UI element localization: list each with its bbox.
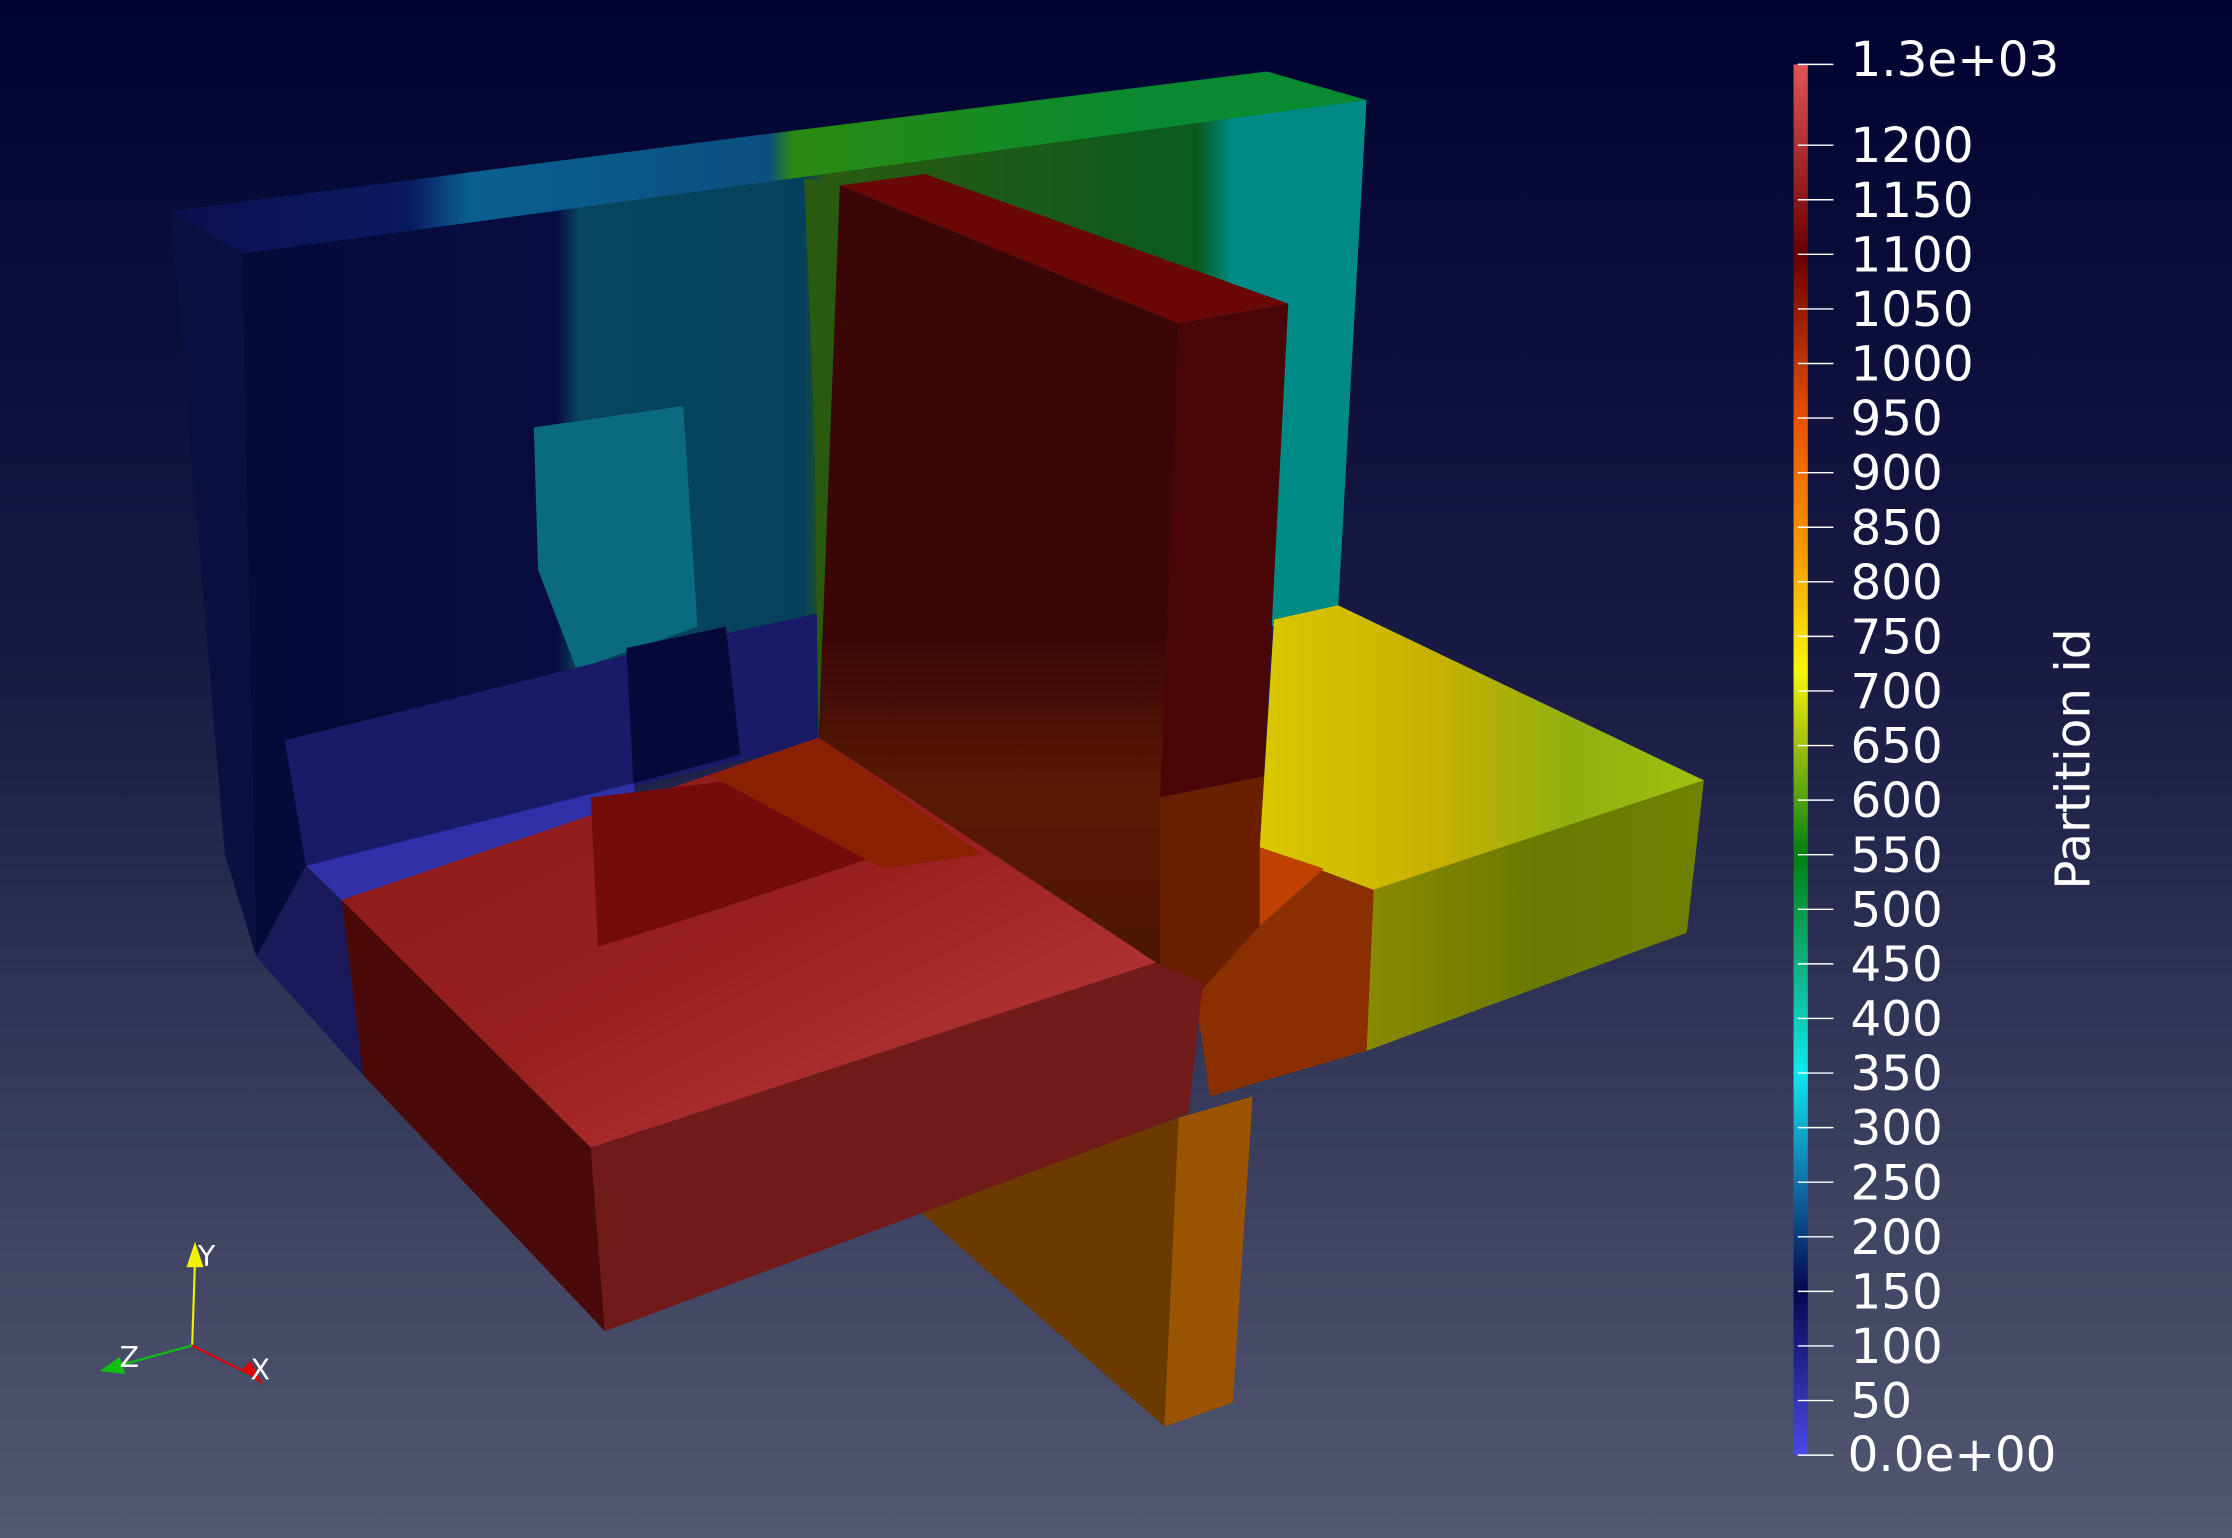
mesh-face <box>341 899 605 1332</box>
scalar-bar-min-label: 0.0e+00 <box>1848 1427 2057 1483</box>
scalar-bar-tick-label: 50 <box>1851 1374 1913 1430</box>
scalar-bar-max-label: 1.3e+03 <box>1851 32 2060 88</box>
mesh-face <box>818 185 1179 997</box>
mesh-face <box>170 211 257 957</box>
mesh-face <box>804 178 840 741</box>
y-arrow-icon <box>186 1241 204 1268</box>
mesh-face <box>256 865 363 1076</box>
mesh-face <box>1259 605 1704 890</box>
x-axis <box>191 1344 250 1375</box>
scalar-bar-tick-label: 550 <box>1851 828 1943 884</box>
scalar-bar-tick-label: 600 <box>1851 773 1943 829</box>
y-axis <box>191 1260 197 1346</box>
mesh-face <box>1164 1096 1253 1427</box>
mesh-face <box>170 71 1367 254</box>
x-arrow-icon <box>241 1361 264 1386</box>
scalar-bar-tick-label: 1150 <box>1851 173 1974 229</box>
z-axis-label: Z <box>120 1341 140 1374</box>
mesh-face <box>711 737 983 869</box>
scalar-bar-tick-label: 1100 <box>1851 227 1974 283</box>
scalar-bar-tick-label: 900 <box>1851 446 1943 502</box>
scalar-bar-tick-label: 300 <box>1851 1101 1943 1157</box>
z-arrow-icon <box>99 1356 126 1374</box>
scalar-bar-title: Partition id <box>2046 628 2102 889</box>
scalar-bar-tick-label: 450 <box>1851 937 1943 993</box>
partitioned-mesh[interactable] <box>170 71 1704 1427</box>
mesh-face <box>1160 303 1289 798</box>
scalar-bar: 5010015020025030035040045050055060065070… <box>1793 32 2102 1483</box>
mesh-face <box>1195 847 1374 1097</box>
scalar-bar-tick-label: 850 <box>1851 500 1943 556</box>
mesh-face <box>533 406 698 670</box>
y-axis-label: Y <box>197 1240 216 1273</box>
mesh-face <box>306 783 641 900</box>
scalar-bar-tick-label: 150 <box>1851 1264 1943 1320</box>
scalar-bar-tick-label: 1050 <box>1851 282 1974 338</box>
scalar-bar-tick-label: 700 <box>1851 664 1943 720</box>
mesh-face <box>839 173 1289 324</box>
scalar-bar-tick-label: 100 <box>1851 1319 1943 1375</box>
mesh-face <box>918 1117 1179 1427</box>
mesh-face <box>1366 780 1704 1051</box>
scalar-bar-tick-label: 800 <box>1851 555 1943 611</box>
mesh-face <box>626 626 741 784</box>
scalar-bar-tick-label: 1000 <box>1851 337 1974 393</box>
scalar-bar-tick-label: 250 <box>1851 1155 1943 1211</box>
mesh-face <box>1259 847 1324 926</box>
scalar-bar-tick-label: 750 <box>1851 609 1943 665</box>
scalar-bar-tick-label: 650 <box>1851 719 1943 775</box>
scalar-bar-tick-label: 350 <box>1851 1046 1943 1102</box>
mesh-face <box>590 962 1203 1332</box>
z-axis <box>113 1344 193 1368</box>
scalar-bar-tick-label: 1200 <box>1851 118 1974 174</box>
scalar-bar-tick-label: 500 <box>1851 882 1943 938</box>
x-axis-label: X <box>251 1354 271 1387</box>
scalar-bar-tick-label: 400 <box>1851 992 1943 1048</box>
color-legend-bar <box>1793 64 1808 1456</box>
scalar-bar-tick-label: 950 <box>1851 391 1943 447</box>
mesh-face <box>1160 776 1265 997</box>
scalar-bar-tick-label: 200 <box>1851 1210 1943 1266</box>
orientation-axes[interactable]: Y Z X <box>99 1240 271 1387</box>
